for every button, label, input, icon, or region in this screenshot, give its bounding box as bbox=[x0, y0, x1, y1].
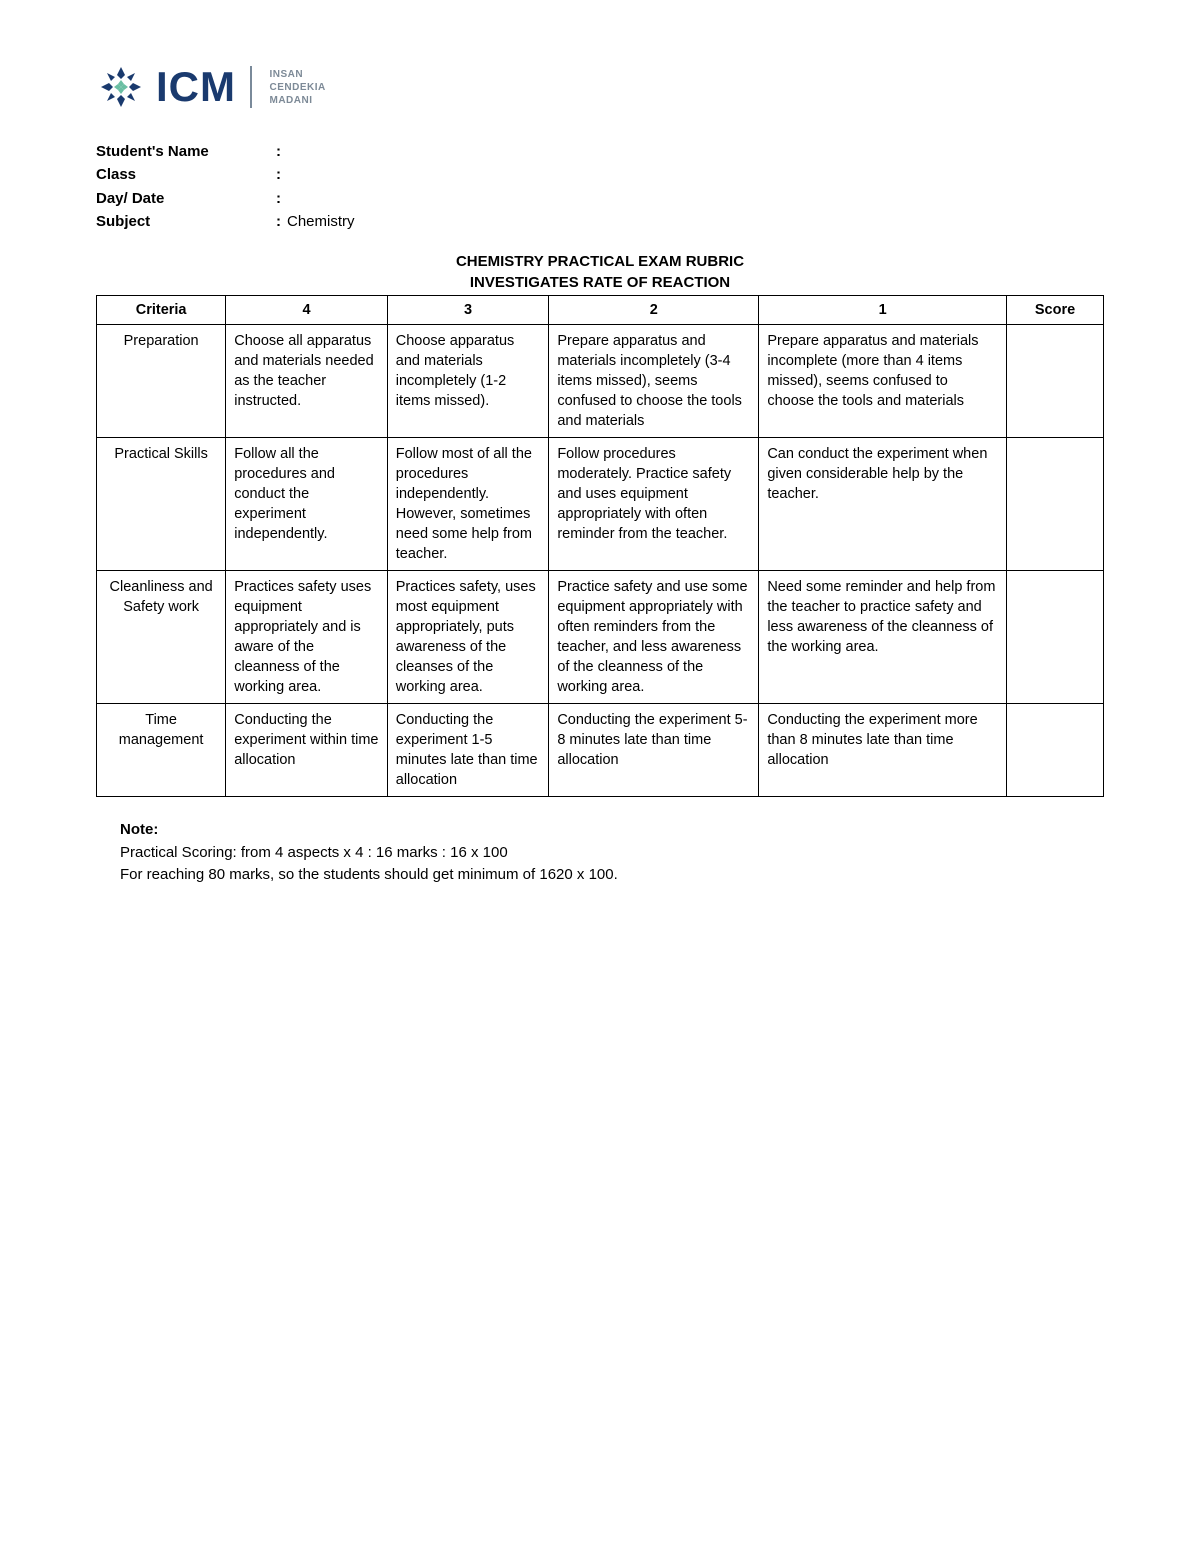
title-line-1: CHEMISTRY PRACTICAL EXAM RUBRIC bbox=[96, 251, 1104, 272]
cell-score bbox=[1007, 438, 1104, 571]
info-row: Day/ Date : bbox=[96, 187, 1104, 210]
info-colon: : bbox=[276, 163, 287, 186]
note-heading: Note: bbox=[120, 819, 1104, 842]
note-line: Practical Scoring: from 4 aspects x 4 : … bbox=[120, 842, 1104, 865]
cell-score bbox=[1007, 704, 1104, 797]
col-header-1: 1 bbox=[759, 296, 1007, 325]
cell-level-4: Follow all the procedures and conduct th… bbox=[226, 438, 388, 571]
cell-level-1: Can conduct the experiment when given co… bbox=[759, 438, 1007, 571]
logo-main-text: ICM bbox=[156, 66, 236, 108]
info-label: Student's Name bbox=[96, 140, 276, 163]
cell-criteria: Cleanliness and Safety work bbox=[97, 571, 226, 704]
info-label: Subject bbox=[96, 210, 276, 233]
cell-level-3: Choose apparatus and materials incomplet… bbox=[387, 325, 549, 438]
note-line: For reaching 80 marks, so the students s… bbox=[120, 864, 1104, 887]
cell-score bbox=[1007, 325, 1104, 438]
logo-tagline-line: CENDEKIA bbox=[270, 82, 326, 93]
info-row: Subject : Chemistry bbox=[96, 210, 1104, 233]
info-colon: : bbox=[276, 210, 287, 233]
table-header-row: Criteria 4 3 2 1 Score bbox=[97, 296, 1104, 325]
document-title: CHEMISTRY PRACTICAL EXAM RUBRIC INVESTIG… bbox=[96, 251, 1104, 293]
note-block: Note: Practical Scoring: from 4 aspects … bbox=[120, 819, 1104, 887]
logo-block: ICM INSAN CENDEKIA MADANI bbox=[96, 62, 1104, 112]
cell-level-1: Need some reminder and help from the tea… bbox=[759, 571, 1007, 704]
cell-level-4: Choose all apparatus and materials neede… bbox=[226, 325, 388, 438]
cell-criteria: Practical Skills bbox=[97, 438, 226, 571]
cell-level-4: Conducting the experiment within time al… bbox=[226, 704, 388, 797]
info-label: Class bbox=[96, 163, 276, 186]
logo-divider bbox=[250, 66, 252, 108]
table-row: Cleanliness and Safety work Practices sa… bbox=[97, 571, 1104, 704]
info-row: Student's Name : bbox=[96, 140, 1104, 163]
logo-tagline: INSAN CENDEKIA MADANI bbox=[270, 68, 326, 107]
title-line-2: INVESTIGATES RATE OF REACTION bbox=[96, 272, 1104, 293]
cell-criteria: Time management bbox=[97, 704, 226, 797]
col-header-criteria: Criteria bbox=[97, 296, 226, 325]
cell-level-3: Practices safety, uses most equipment ap… bbox=[387, 571, 549, 704]
info-row: Class : bbox=[96, 163, 1104, 186]
rubric-table: Criteria 4 3 2 1 Score Preparation Choos… bbox=[96, 295, 1104, 797]
logo-tagline-line: INSAN bbox=[270, 69, 304, 80]
table-row: Practical Skills Follow all the procedur… bbox=[97, 438, 1104, 571]
cell-level-2: Follow procedures moderately. Practice s… bbox=[549, 438, 759, 571]
cell-level-2: Conducting the experiment 5-8 minutes la… bbox=[549, 704, 759, 797]
table-row: Preparation Choose all apparatus and mat… bbox=[97, 325, 1104, 438]
cell-level-1: Conducting the experiment more than 8 mi… bbox=[759, 704, 1007, 797]
info-value: Chemistry bbox=[287, 210, 355, 233]
col-header-2: 2 bbox=[549, 296, 759, 325]
cell-level-2: Practice safety and use some equipment a… bbox=[549, 571, 759, 704]
cell-level-2: Prepare apparatus and materials incomple… bbox=[549, 325, 759, 438]
info-colon: : bbox=[276, 187, 287, 210]
cell-level-4: Practices safety uses equipment appropri… bbox=[226, 571, 388, 704]
col-header-3: 3 bbox=[387, 296, 549, 325]
col-header-score: Score bbox=[1007, 296, 1104, 325]
cell-level-3: Conducting the experiment 1-5 minutes la… bbox=[387, 704, 549, 797]
cell-criteria: Preparation bbox=[97, 325, 226, 438]
logo-tagline-line: MADANI bbox=[270, 95, 313, 106]
cell-level-1: Prepare apparatus and materials incomple… bbox=[759, 325, 1007, 438]
cell-level-3: Follow most of all the procedures indepe… bbox=[387, 438, 549, 571]
cell-score bbox=[1007, 571, 1104, 704]
table-row: Time management Conducting the experimen… bbox=[97, 704, 1104, 797]
info-label: Day/ Date bbox=[96, 187, 276, 210]
info-fields: Student's Name : Class : Day/ Date : Sub… bbox=[96, 140, 1104, 233]
col-header-4: 4 bbox=[226, 296, 388, 325]
logo-icon bbox=[96, 62, 146, 112]
info-colon: : bbox=[276, 140, 287, 163]
